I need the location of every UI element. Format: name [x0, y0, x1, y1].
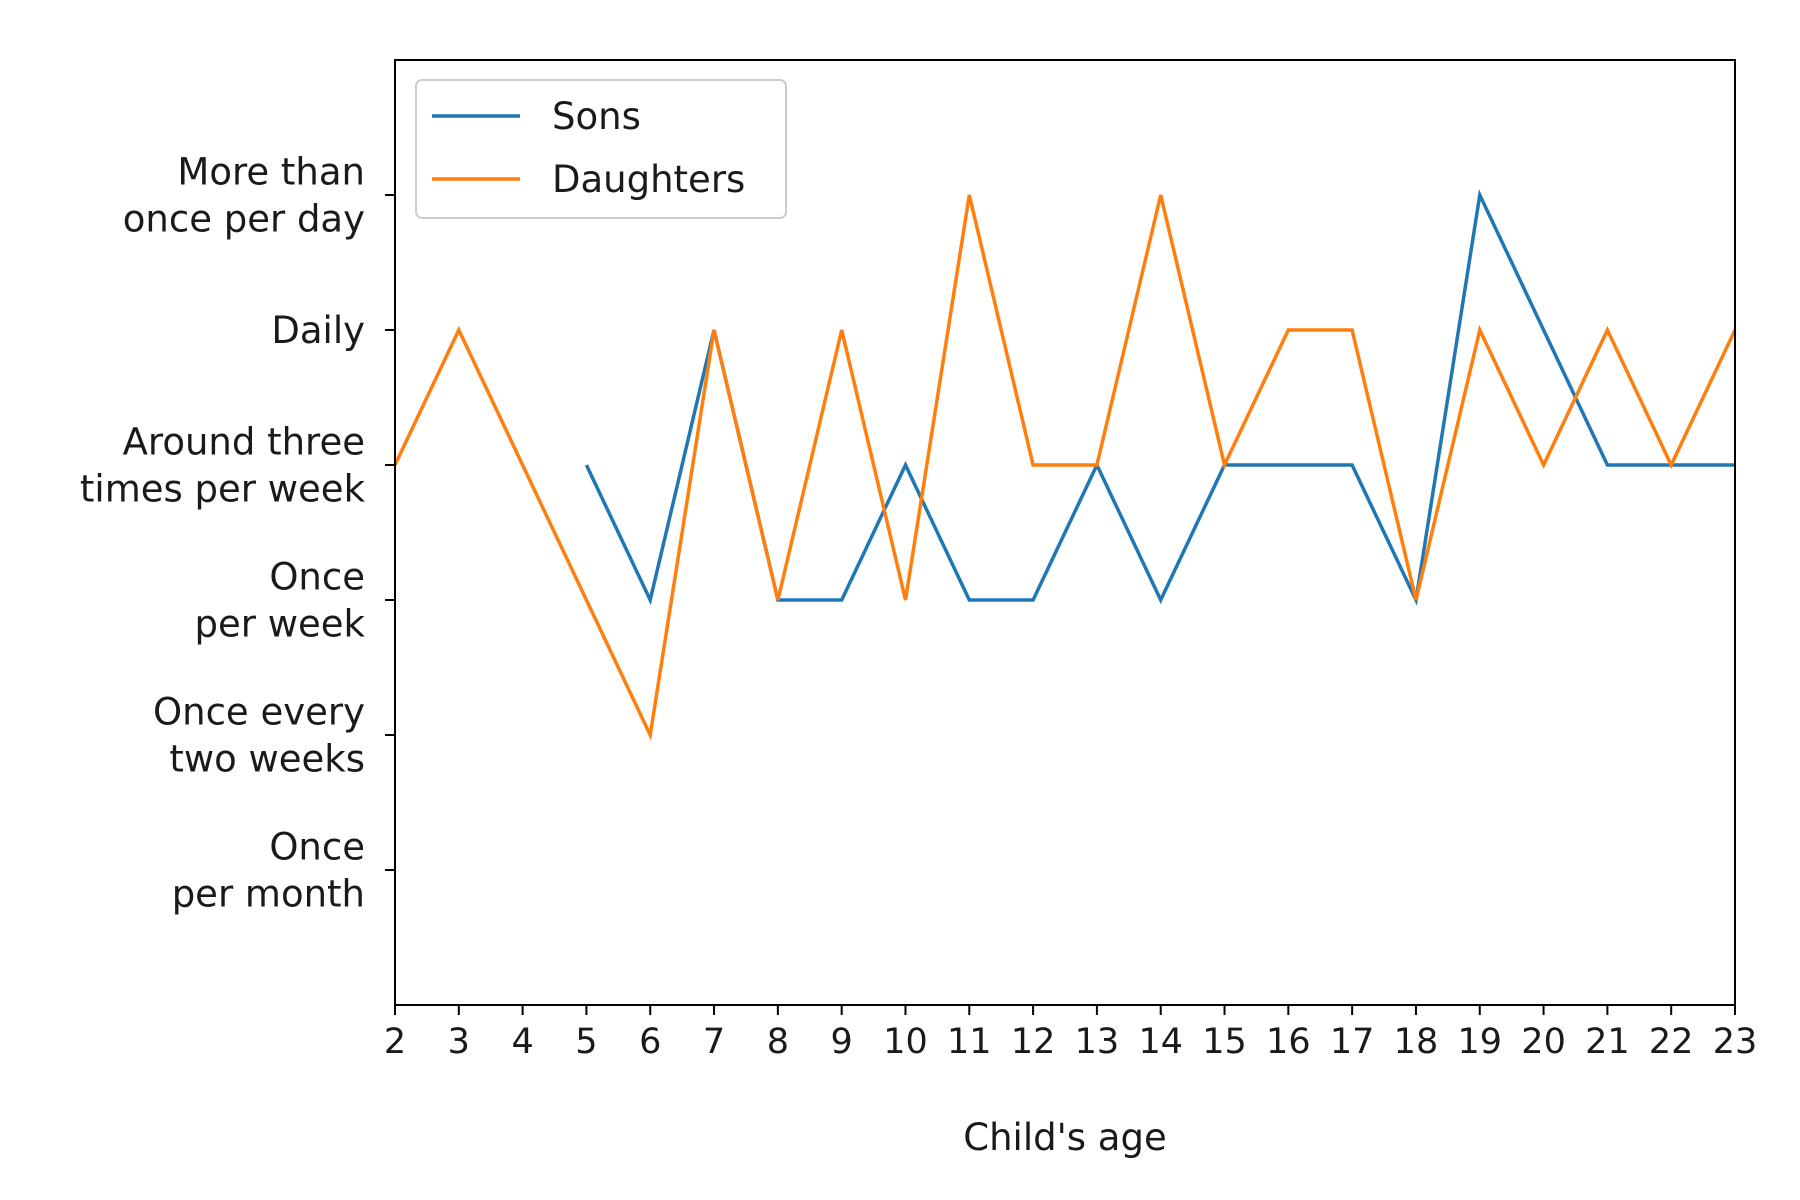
y-tick-label: per month	[172, 873, 365, 916]
x-tick-label: 16	[1266, 1022, 1311, 1062]
x-tick-label: 4	[511, 1022, 533, 1062]
x-tick-label: 13	[1075, 1022, 1120, 1062]
y-tick-label: Once	[269, 556, 365, 599]
x-tick-label: 10	[883, 1022, 928, 1062]
x-tick-label: 19	[1457, 1022, 1502, 1062]
x-tick-label: 15	[1202, 1022, 1247, 1062]
x-tick-label: 11	[947, 1022, 992, 1062]
y-tick-label: Daily	[271, 309, 365, 352]
x-tick-label: 14	[1138, 1022, 1183, 1062]
series-line-daughters	[393, 194, 1737, 741]
x-tick-label: 21	[1585, 1022, 1630, 1062]
x-tick-label: 9	[831, 1022, 853, 1062]
x-tick-label: 20	[1521, 1022, 1566, 1062]
y-tick-label: Once every	[153, 691, 365, 734]
series-line-sons	[584, 189, 1735, 606]
x-axis: 2 3 4 5 6 7 8 9 10 11 12 13 14 15 16 17 18 19 20 21 22 23	[384, 1005, 1757, 1062]
x-tick-label: 23	[1713, 1022, 1758, 1062]
x-tick-label: 2	[384, 1022, 406, 1062]
legend-label-sons: Sons	[552, 95, 641, 138]
y-tick-label: once per day	[123, 198, 365, 241]
y-tick-label: More than	[177, 151, 365, 194]
x-tick-label: 5	[575, 1022, 597, 1062]
x-tick-label: 3	[448, 1022, 470, 1062]
x-tick-label: 6	[639, 1022, 661, 1062]
legend-label-daughters: Daughters	[552, 158, 745, 201]
x-tick-label: 8	[767, 1022, 789, 1062]
x-tick-label: 18	[1394, 1022, 1439, 1062]
y-tick-label: times per week	[80, 468, 366, 511]
y-tick-label: two weeks	[169, 738, 365, 781]
y-tick-label: Around three	[123, 421, 365, 464]
x-tick-label: 22	[1649, 1022, 1694, 1062]
y-tick-label: per week	[195, 603, 366, 646]
y-tick-label: Once	[269, 826, 365, 869]
plot-frame	[394, 59, 1736, 1006]
x-tick-label: 7	[703, 1022, 725, 1062]
x-tick-label: 12	[1011, 1022, 1056, 1062]
x-axis-label: Child's age	[963, 1116, 1166, 1159]
x-tick-label: 17	[1330, 1022, 1375, 1062]
legend: Sons Daughters	[415, 79, 787, 219]
series-layer	[393, 189, 1737, 741]
